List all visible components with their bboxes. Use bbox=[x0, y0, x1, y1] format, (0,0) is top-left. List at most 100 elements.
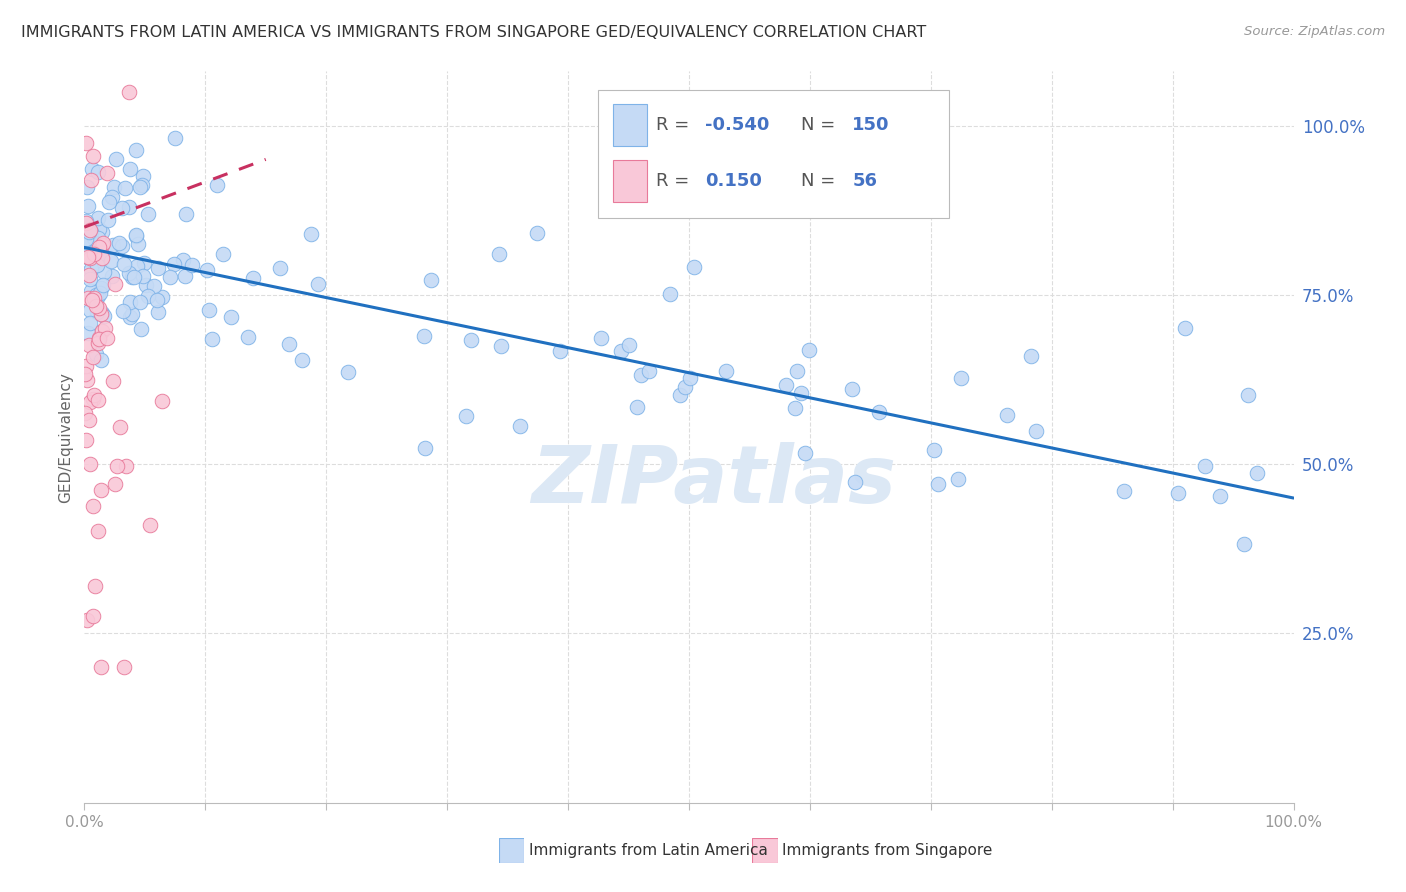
Point bbox=[143, 279, 166, 293]
Text: -0.540: -0.540 bbox=[704, 116, 769, 134]
Point bbox=[75, 434, 97, 448]
Point bbox=[131, 269, 153, 284]
Point bbox=[87, 211, 110, 225]
Point bbox=[82, 293, 104, 307]
Point bbox=[174, 269, 197, 284]
Point bbox=[413, 442, 436, 456]
Point bbox=[90, 324, 112, 338]
Point bbox=[509, 419, 531, 434]
Text: Source: ZipAtlas.com: Source: ZipAtlas.com bbox=[1244, 25, 1385, 38]
Point bbox=[91, 235, 114, 250]
Point bbox=[775, 378, 797, 392]
Point bbox=[73, 406, 96, 420]
Point bbox=[80, 262, 103, 277]
Point bbox=[139, 518, 162, 533]
Point bbox=[1237, 388, 1260, 402]
Point bbox=[90, 238, 112, 252]
Point bbox=[77, 338, 100, 352]
Point bbox=[1174, 321, 1197, 335]
Point bbox=[922, 443, 945, 458]
Point bbox=[108, 235, 131, 250]
Point bbox=[98, 194, 121, 209]
Point bbox=[238, 330, 260, 344]
Point bbox=[89, 660, 111, 674]
Point bbox=[79, 251, 101, 265]
Point bbox=[150, 393, 173, 408]
Point bbox=[135, 277, 157, 292]
Point bbox=[669, 388, 692, 402]
Point bbox=[103, 180, 125, 194]
Point bbox=[89, 286, 111, 301]
Point bbox=[80, 284, 103, 298]
Point bbox=[950, 370, 973, 384]
Point bbox=[84, 579, 107, 593]
Point bbox=[163, 131, 186, 145]
Point bbox=[104, 477, 127, 491]
Point bbox=[609, 343, 631, 358]
Point bbox=[82, 392, 104, 406]
Point bbox=[86, 258, 108, 272]
Point bbox=[129, 321, 152, 335]
Point bbox=[87, 231, 110, 245]
Point bbox=[90, 250, 112, 264]
Point bbox=[84, 288, 107, 302]
Point bbox=[1209, 489, 1232, 503]
Point bbox=[105, 152, 128, 166]
Point bbox=[181, 258, 204, 272]
Point bbox=[162, 257, 184, 271]
Point bbox=[1233, 537, 1256, 551]
Point bbox=[77, 412, 100, 426]
Point bbox=[927, 476, 949, 491]
Point bbox=[120, 294, 142, 309]
Point bbox=[82, 499, 104, 513]
Text: N =: N = bbox=[801, 116, 835, 134]
Point bbox=[75, 216, 97, 230]
Point bbox=[114, 181, 136, 195]
Point bbox=[111, 201, 134, 215]
Point bbox=[90, 307, 112, 321]
Point bbox=[626, 400, 648, 414]
Point bbox=[89, 244, 111, 258]
Point bbox=[278, 336, 301, 351]
Text: R =: R = bbox=[657, 172, 702, 190]
Point bbox=[80, 173, 103, 187]
Point bbox=[79, 316, 101, 330]
Point bbox=[197, 302, 219, 317]
Point bbox=[132, 169, 155, 183]
Point bbox=[127, 237, 149, 252]
Point bbox=[77, 326, 100, 341]
Point bbox=[658, 287, 681, 301]
Point bbox=[1194, 459, 1216, 474]
Point bbox=[76, 232, 98, 246]
Point bbox=[868, 405, 890, 419]
Point bbox=[86, 305, 108, 319]
Point bbox=[75, 213, 97, 227]
Point bbox=[79, 457, 101, 471]
Point bbox=[93, 310, 115, 324]
Text: 56: 56 bbox=[852, 172, 877, 190]
Point bbox=[121, 306, 143, 320]
Point bbox=[93, 265, 115, 279]
Point bbox=[132, 255, 155, 269]
Y-axis label: GED/Equivalency: GED/Equivalency bbox=[58, 372, 73, 502]
Point bbox=[79, 303, 101, 318]
Point bbox=[80, 161, 103, 176]
Point bbox=[93, 277, 115, 292]
Point bbox=[146, 304, 169, 318]
Point bbox=[91, 251, 114, 265]
Point bbox=[75, 368, 97, 382]
Point bbox=[219, 310, 242, 324]
Point bbox=[104, 277, 127, 291]
Point bbox=[76, 291, 98, 305]
Point bbox=[714, 364, 737, 378]
Point bbox=[75, 359, 97, 373]
Point bbox=[412, 329, 434, 343]
Point bbox=[76, 235, 98, 249]
Point bbox=[105, 458, 128, 473]
Point bbox=[146, 260, 169, 275]
Point bbox=[79, 394, 101, 409]
Point bbox=[110, 239, 132, 253]
Point bbox=[291, 353, 314, 368]
Point bbox=[76, 613, 98, 627]
Point bbox=[786, 364, 808, 378]
